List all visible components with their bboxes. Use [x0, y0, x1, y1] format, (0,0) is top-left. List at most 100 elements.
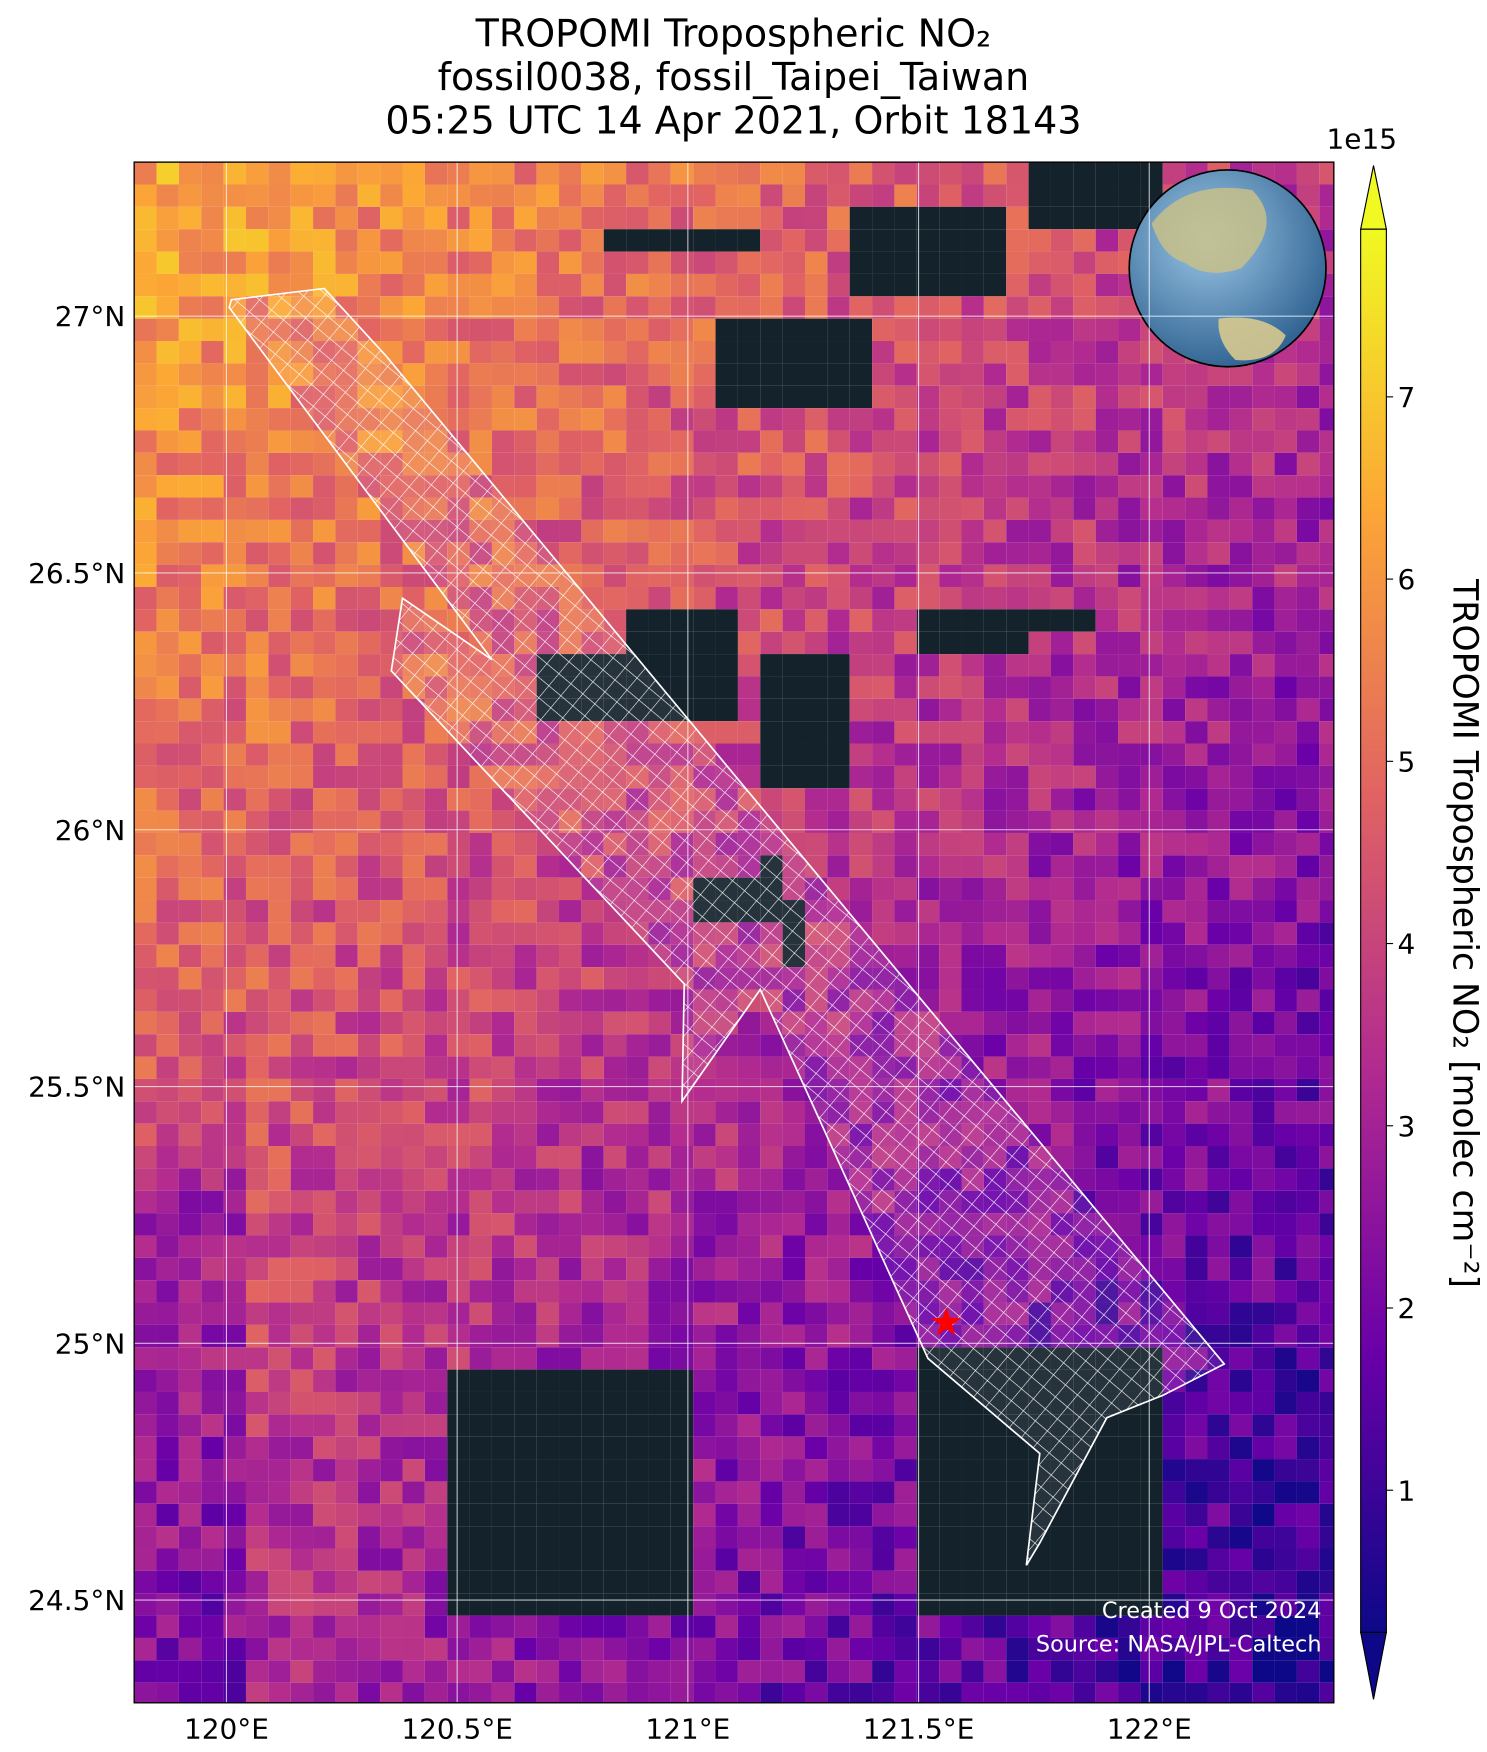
raster-cell: [1252, 788, 1275, 811]
raster-cell: [827, 1682, 850, 1703]
raster-cell: [536, 1324, 560, 1348]
raster-cell: [156, 944, 179, 968]
raster-cell: [536, 1078, 560, 1102]
raster-cell: [827, 1347, 850, 1370]
raster-cell: [827, 1302, 850, 1325]
raster-cell: [693, 273, 716, 297]
raster-cell: [1296, 1459, 1320, 1482]
raster-cell: [670, 1481, 694, 1504]
raster-cell: [1319, 877, 1334, 901]
raster-cell: [581, 1660, 604, 1683]
raster-cell: [1207, 765, 1230, 789]
raster-cell: [380, 855, 403, 878]
raster-cell: [648, 1078, 671, 1102]
raster-cell: [313, 1011, 336, 1035]
raster-cell: [1140, 1503, 1163, 1527]
raster-cell: [1207, 430, 1230, 453]
raster-cell: [916, 922, 940, 945]
raster-cell: [894, 184, 917, 207]
raster-cell: [760, 1034, 783, 1057]
raster-cell: [491, 1302, 515, 1325]
raster-cell: [1319, 967, 1334, 990]
raster-cell: [178, 698, 202, 722]
raster-cell: [1252, 1637, 1275, 1661]
raster-cell: [1319, 1034, 1334, 1057]
raster-cell: [1229, 698, 1253, 722]
raster-cell: [1050, 900, 1074, 923]
raster-cell: [335, 1190, 358, 1214]
raster-cell: [268, 765, 291, 789]
raster-cell: [737, 1481, 761, 1504]
raster-cell: [715, 586, 738, 610]
raster-cell: [872, 788, 895, 811]
raster-cell: [626, 1168, 649, 1191]
raster-cell: [804, 1481, 828, 1504]
raster-cell: [268, 1347, 291, 1370]
raster-cell: [424, 1190, 448, 1214]
raster-cell: [201, 1593, 224, 1616]
raster-cell: [760, 475, 783, 498]
raster-cell: [961, 408, 984, 431]
raster-cell: [648, 1168, 671, 1191]
raster-cell: [491, 1615, 515, 1638]
raster-cell: [357, 1593, 381, 1616]
raster-cell: [245, 1034, 269, 1057]
raster-cell: [268, 654, 291, 677]
raster-cell: [1252, 1190, 1275, 1214]
raster-cell: [201, 654, 224, 677]
raster-cell: [1050, 475, 1074, 498]
raster-cell: [1274, 1034, 1297, 1057]
raster-cell: [514, 1436, 537, 1460]
raster-cell: [737, 698, 761, 722]
raster-cell: [1229, 475, 1253, 498]
raster-cell: [693, 1078, 716, 1102]
raster-cell: [1028, 497, 1051, 520]
raster-cell: [670, 341, 694, 364]
raster-cell: [424, 832, 448, 856]
raster-cell: [245, 519, 269, 543]
raster-cell: [201, 788, 224, 811]
raster-cell: [1229, 1682, 1253, 1703]
raster-cell: [939, 385, 962, 409]
raster-cell: [357, 788, 381, 811]
raster-cell: [1185, 1302, 1208, 1325]
raster-cell: [1185, 944, 1208, 968]
raster-cell: [916, 385, 940, 409]
raster-cell: [1162, 519, 1186, 543]
raster-cell: [313, 855, 336, 878]
raster-cell: [670, 1280, 694, 1303]
raster-cell: [804, 1123, 828, 1147]
raster-cell: [156, 1213, 179, 1236]
raster-cell: [849, 542, 873, 565]
raster-cell: [1118, 1011, 1141, 1035]
raster-cell: [670, 1660, 694, 1683]
raster-cell: [1095, 810, 1119, 833]
raster-cell: [1185, 1459, 1208, 1482]
raster-cell: [1140, 1593, 1163, 1616]
raster-cell: [335, 922, 358, 945]
raster-cell: [469, 1615, 492, 1638]
raster-cell: [1274, 586, 1297, 610]
raster-cell: [983, 967, 1007, 990]
raster-cell: [491, 229, 515, 252]
raster-cell: [1162, 1682, 1186, 1703]
raster-cell: [626, 273, 649, 297]
raster-cell: [313, 654, 336, 677]
raster-cell: [514, 475, 537, 498]
raster-cell: [1274, 721, 1297, 744]
raster-cell: [424, 1101, 448, 1124]
raster-cell: [1207, 1526, 1230, 1549]
raster-cell: [983, 1034, 1007, 1057]
raster-cell: [737, 1257, 761, 1281]
raster-cell: [1274, 1570, 1297, 1594]
raster-cell: [1185, 1481, 1208, 1504]
raster-cell: [782, 1436, 805, 1460]
raster-cell: [491, 1391, 515, 1415]
raster-cell: [201, 1526, 224, 1549]
raster-cell: [1118, 967, 1141, 990]
raster-cell: [916, 452, 940, 476]
raster-cell: [872, 206, 895, 230]
raster-cell: [983, 721, 1007, 744]
raster-cell: [872, 832, 895, 856]
raster-cell: [626, 631, 649, 655]
